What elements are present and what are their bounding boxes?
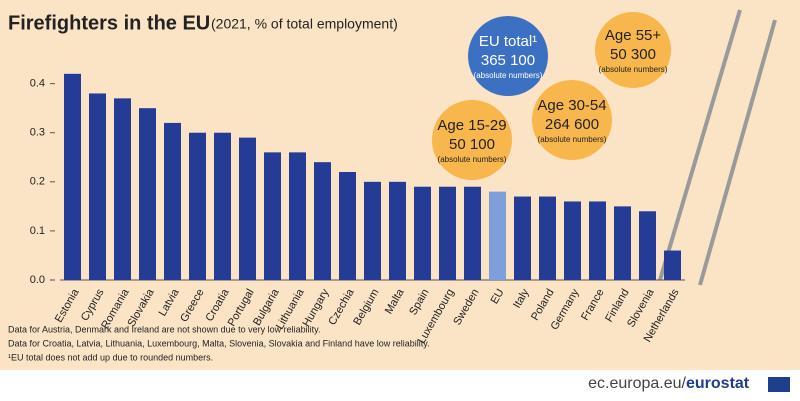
- chart-title: Firefighters in the EU: [8, 12, 210, 34]
- bar: [289, 152, 306, 280]
- annotation-note: (absolute numbers): [599, 65, 668, 74]
- bar: [364, 181, 381, 280]
- annotation-bubble: [532, 80, 612, 160]
- bar: [389, 181, 406, 280]
- ladder: [658, 9, 777, 286]
- eu-flag: [768, 377, 790, 392]
- bar: [339, 172, 356, 280]
- bar: [414, 186, 431, 280]
- footer-background: [0, 370, 800, 401]
- chart-subtitle: (2021, % of total employment): [211, 16, 398, 32]
- bar: [139, 108, 156, 280]
- y-tick-label: 0.1: [30, 225, 45, 237]
- source-site: ec.europa.eu/: [588, 375, 686, 392]
- annotation-label: Age 30-54: [537, 97, 606, 114]
- bar: [239, 137, 256, 280]
- y-tick-label: 0.4: [30, 78, 45, 90]
- annotation-value: 50 300: [610, 46, 656, 63]
- annotation-bubble: [595, 12, 671, 88]
- bar: [314, 162, 331, 280]
- annotation-note: (absolute numbers): [438, 155, 507, 164]
- bar: [589, 201, 606, 280]
- annotation-value: 264 600: [545, 116, 599, 133]
- bar: [214, 132, 231, 280]
- annotation-value: 50 100: [449, 136, 495, 153]
- y-tick-label: 0.2: [30, 176, 45, 188]
- bar: [439, 186, 456, 280]
- note: Data for Austria, Denmark and Ireland ar…: [8, 324, 321, 334]
- annotation-label: Age 55+: [605, 27, 662, 44]
- annotation-note: (absolute numbers): [474, 71, 543, 80]
- note: ¹EU total does not add up due to rounded…: [8, 352, 213, 362]
- bar: [639, 211, 656, 280]
- bar: [264, 152, 281, 280]
- annotation-bubble: [468, 16, 548, 96]
- annotation-bubble: [432, 100, 512, 180]
- note: Data for Croatia, Latvia, Lithuania, Lux…: [8, 338, 430, 348]
- y-tick-label: 0.0: [30, 274, 45, 286]
- bar: [514, 196, 531, 280]
- bar: [614, 206, 631, 280]
- bar: [489, 191, 506, 280]
- bar: [664, 250, 681, 280]
- bar: [64, 73, 81, 281]
- bar: [464, 186, 481, 280]
- annotation-label: Age 15-29: [437, 117, 506, 134]
- source-brand: eurostat: [686, 375, 750, 392]
- annotation-label: EU total¹: [479, 33, 537, 50]
- annotation-value: 365 100: [481, 52, 535, 69]
- bar: [564, 201, 581, 280]
- bar: [189, 132, 206, 280]
- bar: [539, 196, 556, 280]
- y-tick-label: 0.3: [30, 127, 45, 139]
- bar: [114, 98, 131, 280]
- annotation-note: (absolute numbers): [538, 135, 607, 144]
- bar: [89, 93, 106, 280]
- bar: [164, 122, 181, 280]
